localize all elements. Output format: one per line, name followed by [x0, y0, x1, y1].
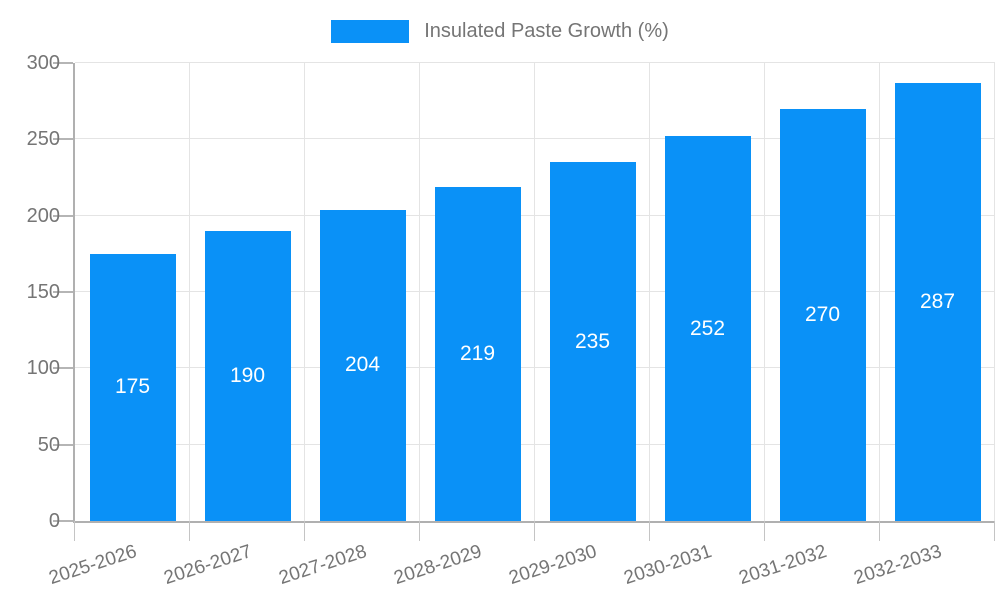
bar-value-label: 270 [804, 302, 841, 326]
bar-value-label: 219 [459, 341, 496, 365]
y-axis-label: 0 [48, 510, 60, 532]
bar[interactable] [319, 209, 406, 521]
x-gridline [879, 63, 880, 521]
x-axis-tick [879, 521, 880, 541]
x-axis-tick [649, 521, 650, 541]
y-gridline [75, 367, 995, 369]
x-axis-label: 2026-2027 [161, 541, 254, 590]
x-gridline [534, 63, 535, 521]
y-axis-tick [53, 520, 73, 522]
bar-value-label: 175 [114, 375, 151, 399]
y-axis-tick [53, 291, 73, 293]
bar[interactable] [434, 186, 521, 521]
x-axis-tick [419, 521, 420, 541]
x-axis-tick [189, 521, 190, 541]
x-axis-label: 2027-2028 [276, 541, 369, 590]
legend-swatch [331, 19, 410, 43]
bar[interactable] [549, 162, 636, 521]
x-axis-tick [764, 521, 765, 541]
y-axis-label: 300 [26, 52, 60, 74]
y-gridline [75, 62, 995, 63]
bar-value-label: 235 [574, 329, 611, 353]
y-gridline [75, 443, 995, 445]
x-axis-tick [994, 521, 995, 541]
x-gridline [304, 63, 305, 521]
y-axis-tick [53, 443, 73, 446]
y-axis-label: 250 [26, 128, 60, 151]
x-axis-label: 2032-2033 [851, 541, 944, 590]
x-gridline [994, 63, 995, 521]
x-axis-label: 2025-2026 [46, 541, 139, 590]
legend-label: Insulated Paste Growth (%) [424, 19, 669, 42]
x-gridline [649, 63, 650, 521]
x-axis-label: 2031-2032 [736, 541, 829, 590]
plot-area: 0 50 100 150 200 250 300 175 2025-2026 190 2026-20… [27, 52, 995, 589]
legend[interactable]: Insulated Paste Growth (%) [0, 17, 1000, 45]
bar[interactable] [89, 253, 176, 521]
y-axis-tick [53, 214, 73, 217]
x-gridline [189, 63, 190, 521]
x-gridline [764, 63, 765, 521]
bar-value-label: 287 [919, 289, 956, 313]
y-axis-tick [53, 138, 73, 141]
bar[interactable] [779, 108, 866, 521]
bar-value-label: 190 [229, 363, 266, 387]
bar-value-label: 204 [344, 353, 381, 377]
x-axis-tick [304, 521, 305, 541]
y-axis-label: 50 [37, 433, 60, 456]
x-axis-label: 2028-2029 [391, 541, 484, 590]
bar[interactable] [204, 230, 291, 521]
x-gridline [419, 63, 420, 521]
y-axis-label: 200 [26, 204, 60, 227]
y-gridline [75, 214, 995, 216]
bar[interactable] [894, 82, 981, 521]
x-axis-tick [74, 521, 75, 541]
y-axis-tick [53, 62, 73, 64]
y-axis-label: 150 [26, 281, 60, 303]
y-gridline [75, 291, 995, 292]
y-gridline [75, 138, 995, 140]
bar-value-label: 252 [689, 316, 726, 340]
y-axis-tick [53, 367, 73, 370]
x-axis-label: 2030-2031 [621, 541, 714, 590]
x-axis-tick [534, 521, 535, 541]
bar[interactable] [664, 136, 751, 521]
y-axis-label: 100 [26, 357, 60, 380]
x-axis-label: 2029-2030 [506, 541, 599, 590]
